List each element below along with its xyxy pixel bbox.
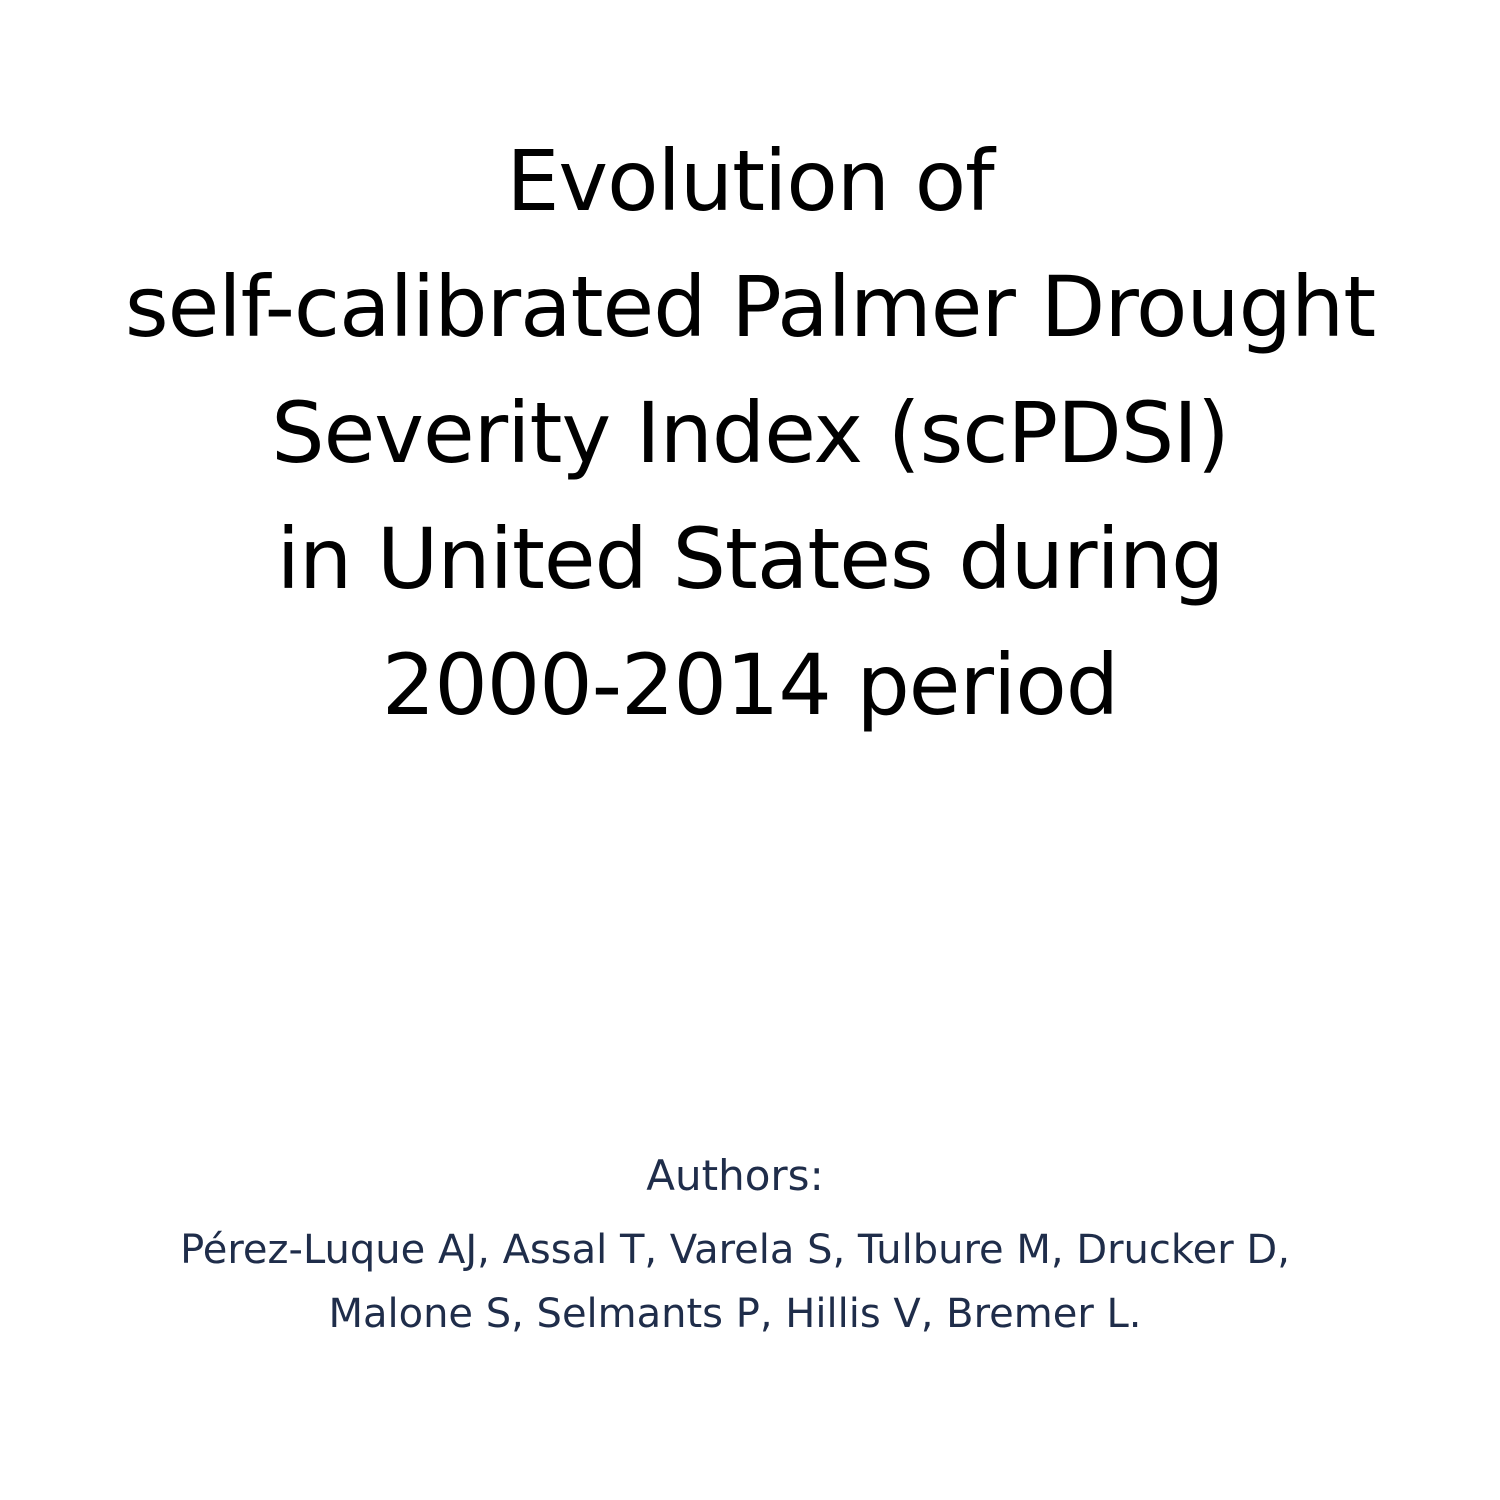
title-line-4: in United States during [276, 510, 1225, 608]
title-line-1: Evolution of [506, 132, 994, 230]
authors-line-2: Malone S, Selmants P, Hillis V, Bremer L… [328, 1291, 1142, 1337]
authors-line-1: Pérez-Luque AJ, Assal T, Varela S, Tulbu… [180, 1227, 1290, 1273]
authors-list: Pérez-Luque AJ, Assal T, Varela S, Tulbu… [0, 1218, 1470, 1346]
title-line-5: 2000-2014 period [381, 636, 1119, 734]
authors-heading: Authors: [646, 1151, 824, 1200]
slide-title: Evolution of self-calibrated Palmer Drou… [0, 118, 1500, 748]
title-line-2: self-calibrated Palmer Drought [124, 258, 1376, 356]
title-line-3: Severity Index (scPDSI) [271, 384, 1229, 482]
